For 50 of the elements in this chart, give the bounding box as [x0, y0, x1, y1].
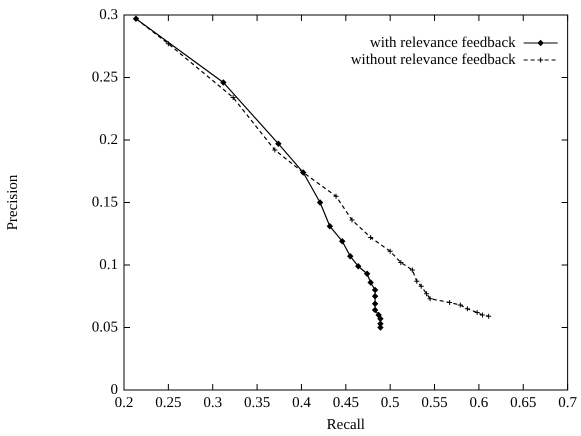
point: [372, 307, 378, 313]
point: [457, 302, 464, 308]
point: [486, 313, 492, 320]
x-tick-label: 0.5: [380, 394, 400, 411]
point: [230, 94, 236, 100]
x-tick-label: 0.3: [203, 394, 222, 411]
point: [398, 260, 404, 266]
legend-label: without relevance feedback: [350, 52, 516, 68]
point: [349, 217, 356, 223]
legend-label: with relevance feedback: [370, 34, 516, 51]
y-tick-label: 0.1: [99, 256, 118, 273]
point: [275, 140, 282, 147]
y-tick-label: 0.15: [92, 194, 118, 210]
point: [347, 253, 354, 260]
point: [339, 238, 346, 244]
x-tick-label: 0.65: [510, 394, 536, 411]
point: [165, 40, 172, 47]
point: [355, 263, 362, 270]
point: [464, 306, 470, 312]
x-tick-label: 0.25: [155, 394, 182, 411]
point: [376, 312, 382, 318]
point: [368, 280, 374, 286]
y-tick-label: 0.2: [99, 132, 118, 148]
y-tick-label: 0.3: [99, 6, 118, 23]
y-axis-title: Precision: [4, 174, 21, 230]
point: [317, 200, 324, 206]
point: [377, 316, 384, 322]
point: [418, 283, 424, 290]
point: [368, 234, 374, 240]
x-tick-label: 0.35: [244, 394, 270, 411]
point: [333, 193, 340, 200]
point: [409, 267, 416, 273]
point: [372, 300, 378, 307]
x-tick-label: 0.55: [421, 394, 448, 411]
y-tick-label: 0.25: [92, 69, 118, 86]
point: [364, 270, 370, 277]
point: [414, 278, 420, 284]
point: [372, 287, 378, 293]
point: [446, 300, 453, 306]
point: [220, 80, 226, 86]
point: [272, 147, 278, 153]
point: [326, 223, 333, 230]
x-tick-label: 0.6: [470, 394, 489, 411]
x-tick-label: 0.7: [558, 394, 578, 411]
y-tick-label: 0.05: [92, 319, 118, 336]
x-tick-label: 0.45: [332, 394, 359, 411]
point: [372, 293, 378, 300]
x-tick-label: 0.4: [292, 394, 312, 411]
point: [387, 248, 394, 254]
x-axis-title: Recall: [326, 416, 365, 433]
